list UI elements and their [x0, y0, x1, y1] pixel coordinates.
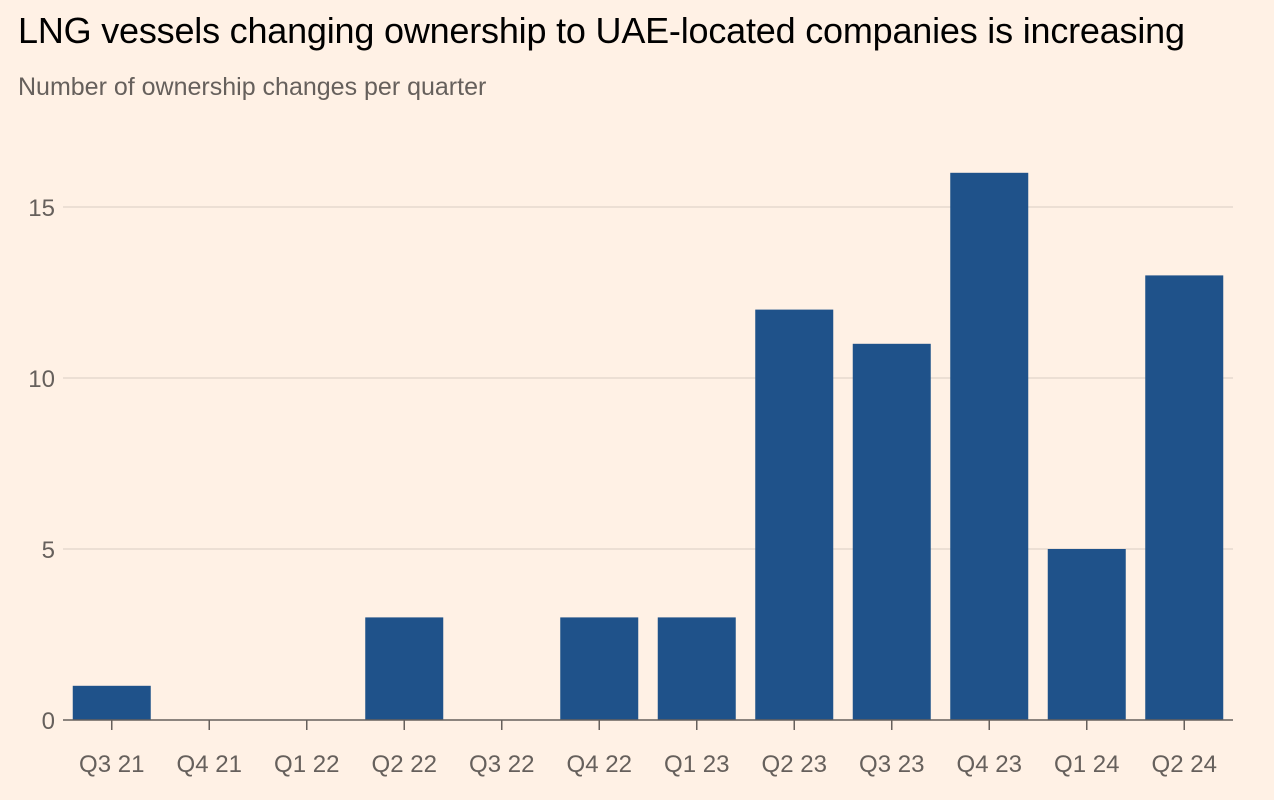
bar — [852, 343, 931, 720]
x-tick-label: Q3 21 — [79, 751, 144, 778]
y-tick-label: 0 — [42, 708, 55, 735]
x-tick-label: Q2 22 — [372, 751, 437, 778]
y-tick-label: 10 — [28, 366, 55, 393]
x-tick-label: Q3 22 — [469, 751, 534, 778]
y-tick-label: 15 — [28, 195, 55, 222]
x-tick-label: Q4 21 — [177, 751, 242, 778]
x-tick-label: Q1 22 — [274, 751, 339, 778]
x-axis — [63, 719, 1233, 730]
bar — [365, 617, 444, 720]
x-tick-label: Q3 23 — [859, 751, 924, 778]
bar — [1145, 275, 1224, 720]
x-axis-tick-labels: Q3 21 Q4 21 Q1 22 Q2 22 Q3 22 Q4 22 Q1 23 Q2 23… — [79, 751, 1217, 778]
x-tick-label: Q1 23 — [664, 751, 729, 778]
chart-subtitle: Number of ownership changes per quarter — [18, 73, 487, 101]
x-tick-label: Q1 24 — [1054, 751, 1119, 778]
bar — [755, 309, 834, 720]
bar — [72, 685, 151, 720]
bar — [560, 617, 639, 720]
x-tick-label: Q4 23 — [957, 751, 1022, 778]
y-tick-label: 5 — [42, 537, 55, 564]
chart-title: LNG vessels changing ownership to UAE-lo… — [18, 10, 1185, 51]
bars — [72, 172, 1224, 721]
bar — [657, 617, 736, 720]
x-tick-label: Q2 23 — [762, 751, 827, 778]
bar — [1047, 549, 1126, 720]
x-tick-label: Q4 22 — [567, 751, 632, 778]
bar — [950, 172, 1029, 721]
x-tick-label: Q2 24 — [1152, 751, 1217, 778]
gridlines — [63, 206, 1233, 550]
y-axis-tick-labels: 0 5 10 15 — [28, 195, 55, 735]
